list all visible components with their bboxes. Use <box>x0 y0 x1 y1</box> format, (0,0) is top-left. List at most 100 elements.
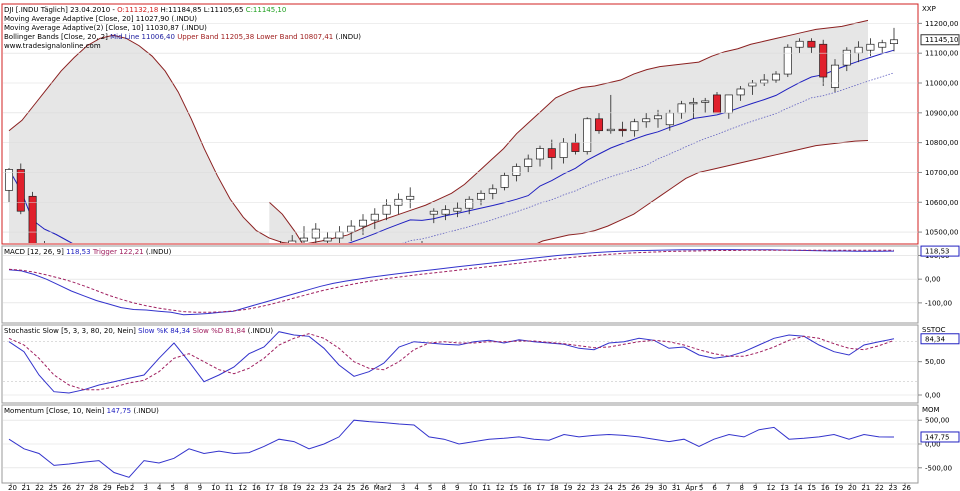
candle <box>630 118 639 137</box>
candle <box>370 208 379 230</box>
candle <box>594 112 604 134</box>
x-tick-label: 17 <box>265 484 274 491</box>
candle-body <box>335 231 344 239</box>
x-tick-label: 18 <box>550 484 559 491</box>
candle <box>488 184 497 200</box>
candle <box>830 59 840 92</box>
x-tick-label: 2 <box>130 484 134 491</box>
x-tick-label: 30 <box>658 484 667 491</box>
candle <box>889 27 899 52</box>
momentum-value: 147,75 <box>107 407 132 415</box>
x-tick-label: 11 <box>225 484 234 491</box>
candle-body <box>323 237 332 242</box>
candle <box>524 154 533 173</box>
x-tick-label: 29 <box>645 484 654 491</box>
y-axis-title: SSTOC <box>922 326 946 334</box>
momentum-params: Momentum [Close, 10, Nein] <box>4 407 107 415</box>
x-tick-label: 16 <box>252 484 261 491</box>
macd-suffix: (.INDU) <box>144 248 172 256</box>
candle <box>583 117 592 155</box>
candle <box>500 172 509 191</box>
candle-body <box>547 148 556 158</box>
x-tick-label: 28 <box>89 484 98 491</box>
candle-body <box>382 204 391 215</box>
candle-body <box>288 240 297 243</box>
x-tick-label: 29 <box>103 484 112 491</box>
candle <box>878 39 887 54</box>
y-tick-label: 0,00 <box>925 392 941 400</box>
candle <box>323 232 332 243</box>
price-series-layer: XXP 11200,00 11100,00 11000,00 10900,00 10800… <box>3 5 960 243</box>
y-tick-label: 10700,00 <box>925 169 958 177</box>
x-tick-label: 25 <box>347 484 356 491</box>
x-tick-label: 3 <box>143 484 147 491</box>
x-tick-label: 8 <box>441 484 445 491</box>
momentum-legend: Momentum [Close, 10, Nein] 147,75 (.INDU… <box>4 407 159 415</box>
x-tick-label: 23 <box>590 484 599 491</box>
x-tick-label: 10 <box>469 484 478 491</box>
y-tick-label: 11000,00 <box>925 80 958 88</box>
macd-value: 118,53 <box>66 248 91 256</box>
current-value-label: 11145,10 <box>925 36 958 44</box>
x-tick-label: 17 <box>536 484 545 491</box>
candle-body <box>524 158 533 167</box>
y-tick-label: 10900,00 <box>925 109 958 117</box>
x-tick-label: 16 <box>523 484 532 491</box>
y-tick-label: 50,00 <box>925 358 945 366</box>
stochastic-d-line <box>8 333 895 391</box>
x-tick-label: 23 <box>888 484 897 491</box>
macd-trigger: Trigger 122,21 <box>92 248 144 256</box>
stochastic-params: Stochastic Slow [5, 3, 3, 80, 20, Nein] <box>4 327 138 335</box>
x-tick-label: 5 <box>171 484 175 491</box>
x-tick-label: 16 <box>821 484 830 491</box>
candle <box>465 196 474 215</box>
candle-body <box>630 121 639 132</box>
candle-body <box>830 64 840 88</box>
price-header-line: DJI [.INDU Täglich] 23.04.2010 - O:11132… <box>4 6 286 14</box>
x-tick-label: 3 <box>401 484 405 491</box>
y-tick-label: 10800,00 <box>925 139 958 147</box>
y-tick-label: 10600,00 <box>925 199 958 207</box>
candle-body <box>453 207 462 212</box>
candle-body <box>807 40 816 48</box>
x-tick-label: 8 <box>184 484 188 491</box>
candle-body <box>878 42 887 48</box>
bollinger-band-fill <box>9 20 868 243</box>
x-tick-label: 20 <box>848 484 857 491</box>
current-value-box <box>920 431 960 443</box>
x-tick-label: 26 <box>902 484 911 491</box>
x-tick-label: 12 <box>496 484 505 491</box>
ma10-line <box>8 49 895 243</box>
x-tick-label: 2 <box>387 484 391 491</box>
upper-band-line <box>8 19 869 243</box>
x-tick-label: 20 <box>8 484 17 491</box>
candle-body <box>771 73 781 81</box>
x-tick-label: 13 <box>780 484 789 491</box>
x-tick-label: 25 <box>49 484 58 491</box>
x-tick-label: 19 <box>292 484 301 491</box>
candle <box>535 145 545 167</box>
candle-body <box>429 210 438 215</box>
low-value: L:11105,65 <box>204 6 244 14</box>
candle <box>736 85 745 101</box>
momentum-line <box>8 419 895 478</box>
candle-body <box>406 195 415 200</box>
high-value: H:11184,85 <box>161 6 202 14</box>
x-tick-label: 26 <box>631 484 640 491</box>
x-tick-label: 5 <box>699 484 703 491</box>
candle <box>795 38 804 54</box>
stochastic-k-line <box>8 331 895 394</box>
price-panel: XXP 11200,00 11100,00 11000,00 10900,00 10800… <box>1 3 960 245</box>
candle-body <box>465 198 474 209</box>
bollinger-suffix: (.INDU) <box>333 33 361 41</box>
x-tick-label: 10 <box>211 484 220 491</box>
candle-body <box>677 103 686 114</box>
candle-body <box>724 94 733 114</box>
candle <box>689 97 698 119</box>
current-value-label: 84,34 <box>925 335 946 343</box>
candle <box>406 187 415 209</box>
candle-body <box>795 40 804 48</box>
candle <box>441 205 450 221</box>
